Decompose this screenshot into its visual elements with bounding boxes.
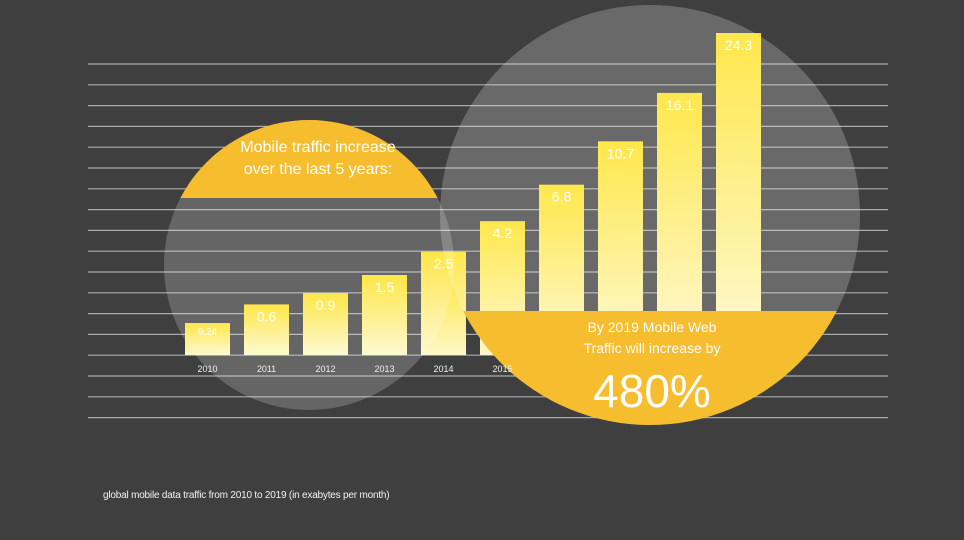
- bar-value-label: 6.8: [552, 189, 572, 205]
- x-tick-label: 2010: [197, 364, 217, 374]
- bar-2014: [421, 251, 466, 355]
- left-callout-line-2: over the last 5 years:: [244, 161, 393, 178]
- bar-value-label: 10.7: [607, 145, 634, 161]
- bar-value-label: 0.6: [257, 308, 277, 324]
- right-callout-line-1: By 2019 Mobile Web: [588, 319, 717, 335]
- right-callout-percent: 480%: [593, 365, 711, 417]
- bar-value-label: 0.9: [316, 297, 336, 313]
- x-tick-label: 2014: [433, 364, 453, 374]
- bar-2012: [303, 293, 348, 355]
- chart-caption: global mobile data traffic from 2010 to …: [103, 490, 390, 501]
- x-tick-label: 2011: [257, 364, 276, 374]
- bar-value-label: 1.5: [375, 279, 395, 295]
- left-callout-line-1: Mobile traffic increase: [240, 139, 395, 156]
- right-callout-line-2: Traffic will increase by: [584, 340, 721, 356]
- bar-value-label: 2.5: [434, 256, 454, 272]
- bar-2019: [716, 33, 761, 355]
- bar-value-label: 4.2: [493, 225, 513, 241]
- x-tick-label: 2013: [374, 364, 394, 374]
- bar-value-label: 16.1: [666, 97, 693, 113]
- bar-value-label: 0.24: [198, 327, 218, 338]
- bar-2013: [362, 274, 407, 355]
- bar-2010: [185, 322, 230, 355]
- x-tick-label: 2012: [315, 364, 335, 374]
- left-callout-circle: Mobile traffic increase over the last 5 …: [164, 120, 454, 410]
- bar-value-label: 24.3: [725, 37, 752, 53]
- x-tick-label: 2015: [492, 364, 512, 374]
- x-tick-labels: 2010 2011 2012 2013 2014 2015: [197, 364, 512, 374]
- bar-2011: [244, 304, 289, 355]
